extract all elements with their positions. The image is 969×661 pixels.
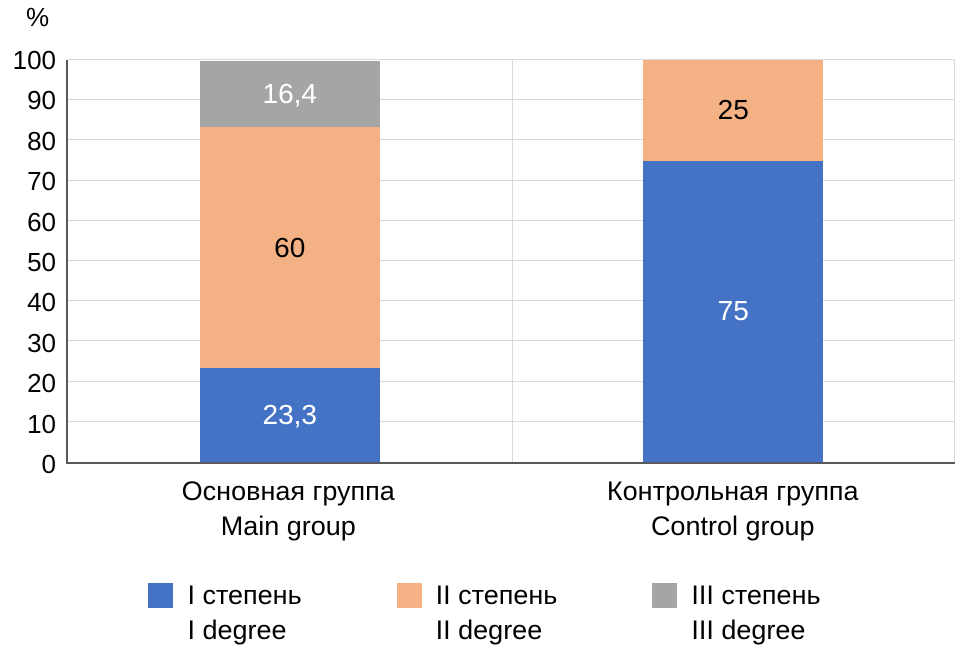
y-tick-label-60: 60 — [27, 206, 56, 237]
value-label-control-group-degree-1: 75 — [717, 295, 749, 327]
y-tick-label-100: 100 — [12, 45, 56, 75]
y-tick-label-20: 20 — [27, 368, 56, 399]
legend-label-degree-3: III степень III degree — [691, 578, 820, 648]
plot-area: 23,3 60 16,4 75 25 — [66, 59, 955, 464]
segment-control-group-degree-2: 25 — [643, 60, 824, 161]
gridline-100 — [68, 59, 955, 60]
legend-swatch-degree-2 — [396, 583, 422, 608]
bar-control-group: 75 25 — [643, 60, 824, 462]
y-tick-label-40: 40 — [27, 287, 56, 318]
category-label-control-group: Контрольная группа Control group — [533, 474, 933, 544]
legend-item-degree-3: III степень III degree — [652, 578, 821, 648]
segment-main-group-degree-3: 16,4 — [199, 61, 380, 128]
y-tick-label-80: 80 — [27, 125, 56, 156]
segment-main-group-degree-1: 23,3 — [199, 368, 380, 462]
y-axis-title: % — [26, 2, 50, 32]
y-tick-label-30: 30 — [27, 327, 56, 358]
y-tick-label-0: 0 — [41, 449, 56, 479]
segment-control-group-degree-1: 75 — [643, 160, 824, 462]
value-label-main-group-degree-2: 60 — [274, 231, 306, 263]
y-tick-label-70: 70 — [27, 166, 56, 197]
category-label-ru: Основная группа — [181, 476, 395, 506]
legend-label-en: I degree — [187, 615, 287, 645]
legend-label-en: III degree — [691, 615, 806, 645]
legend-swatch-degree-1 — [148, 583, 174, 608]
y-tick-label-50: 50 — [27, 247, 56, 277]
bar-main-group: 23,3 60 16,4 — [199, 60, 380, 462]
segment-main-group-degree-2: 60 — [199, 127, 380, 369]
value-label-main-group-degree-3: 16,4 — [262, 78, 318, 110]
category-label-en: Control group — [650, 511, 815, 541]
category-label-main-group: Основная группа Main group — [88, 474, 488, 544]
category-label-ru: Контрольная группа — [606, 476, 859, 506]
y-tick-label-10: 10 — [27, 408, 56, 439]
legend-item-degree-1: I степень I degree — [148, 578, 302, 648]
value-label-control-group-degree-2: 25 — [717, 94, 749, 126]
legend-label-ru: III степень — [691, 580, 821, 610]
legend-label-degree-2: II степень II degree — [436, 578, 558, 648]
category-divider-line — [511, 60, 513, 462]
legend-label-ru: II степень — [435, 580, 558, 610]
legend-label-en: II degree — [435, 615, 543, 645]
legend-item-degree-2: II степень II degree — [396, 578, 558, 648]
legend: I степень I degree II степень II degree III … — [0, 578, 969, 648]
category-label-en: Main group — [220, 511, 356, 541]
legend-swatch-degree-3 — [652, 583, 678, 608]
legend-label-ru: I степень — [187, 580, 302, 610]
y-tick-label-90: 90 — [27, 85, 56, 116]
legend-label-degree-1: I степень I degree — [187, 578, 301, 648]
value-label-main-group-degree-1: 23,3 — [262, 399, 318, 431]
plot-right-border — [954, 60, 955, 462]
